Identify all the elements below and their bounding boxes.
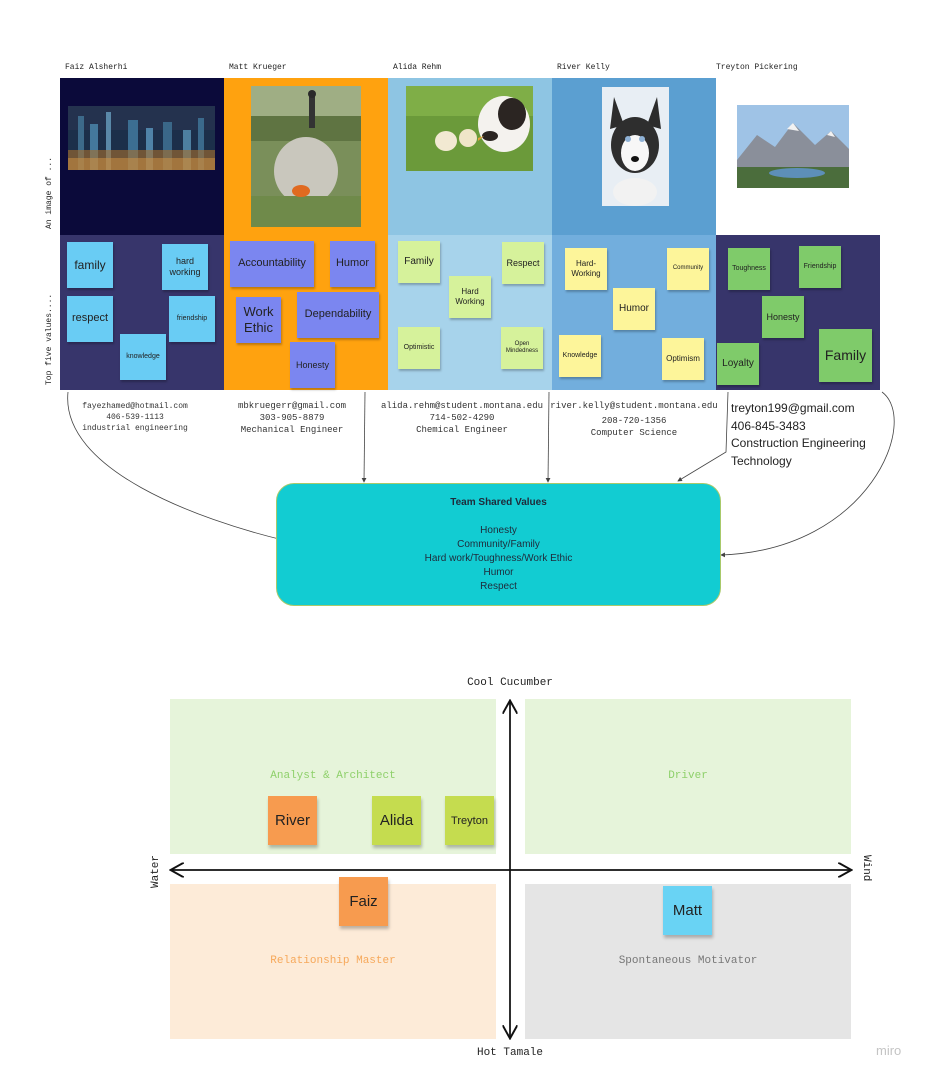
value-note[interactable]: family [67, 242, 113, 288]
value-note[interactable]: Optimistic [398, 327, 440, 369]
member-name-alida: Alida Rehm [393, 63, 442, 72]
image-cell-river [552, 78, 716, 235]
quadrant-label-br: Spontaneous Motivator [618, 955, 758, 967]
value-note[interactable]: Community [667, 248, 709, 290]
value-note[interactable]: Honesty [762, 296, 804, 338]
image-cell-treyton [716, 78, 880, 235]
email[interactable]: treyton199@gmail.com [731, 401, 855, 415]
image-cell-alida [388, 78, 552, 235]
phone: 714-502-4290 [429, 413, 495, 423]
value-note[interactable]: Loyalty [717, 343, 759, 385]
person-note-river[interactable]: River [268, 796, 317, 845]
mountain-landscape-image[interactable] [737, 105, 849, 188]
value-note[interactable]: Toughness [728, 248, 770, 290]
connector-arrows [67, 391, 895, 558]
email[interactable]: fayezhamed@hotmail.com [82, 402, 188, 411]
value-note[interactable]: Honesty [290, 342, 335, 388]
quadrant-label-tr: Driver [668, 770, 708, 782]
member-name-river: River Kelly [557, 63, 610, 72]
value-note[interactable]: Knowledge [559, 335, 601, 377]
value-note[interactable]: Respect [502, 242, 544, 284]
team-shared-values-box[interactable]: Team Shared Values Honesty Community/Fam… [276, 483, 721, 606]
value-note[interactable]: respect [67, 296, 113, 342]
quadrant-relationship-master [170, 884, 496, 1039]
value-note[interactable]: Family [819, 329, 872, 382]
dog-with-chicks-image[interactable] [406, 86, 533, 171]
image-cell-matt [224, 78, 388, 235]
image-cell-faiz [60, 78, 224, 235]
email[interactable]: river.kelly@student.montana.edu [550, 401, 718, 411]
axis-label-bottom: Hot Tamale [476, 1047, 543, 1059]
value-note[interactable]: Family [398, 241, 440, 283]
phone: 208-720-1356 [601, 416, 667, 426]
contact-alida: alida.rehm@student.montana.edu 714-502-4… [377, 400, 547, 436]
value-note[interactable]: Hard-Working [565, 248, 607, 290]
value-note[interactable]: Humor [330, 241, 375, 287]
value-note[interactable]: friendship [169, 296, 215, 342]
person-note-matt[interactable]: Matt [663, 886, 712, 935]
matrix-axes [160, 690, 860, 1050]
axis-label-left: Water [150, 854, 162, 888]
miro-watermark: miro [876, 1043, 902, 1058]
values-cell-treyton: Toughness Friendship Honesty Loyalty Fam… [716, 235, 880, 390]
email[interactable]: mbkruegerr@gmail.com [237, 401, 347, 411]
value-note[interactable]: Open Mindedness [501, 327, 543, 369]
phone: 406-845-3483 [731, 418, 806, 433]
value-note[interactable]: Accountability [230, 241, 314, 287]
quadrant-label-tl: Analyst & Architect [270, 770, 396, 782]
values-cell-river: Hard-Working Community Humor Knowledge O… [552, 235, 716, 390]
person-note-alida[interactable]: Alida [372, 796, 421, 845]
person-note-treyton[interactable]: Treyton [445, 796, 494, 845]
contact-faiz: fayezhamed@hotmail.com 406-539-1113 indu… [60, 401, 210, 434]
email[interactable]: alida.rehm@student.montana.edu [380, 401, 544, 411]
shared-value-item: Respect [480, 581, 517, 592]
quadrant-label-bl: Relationship Master [270, 955, 396, 967]
member-name-treyton: Treyton Pickering [716, 63, 798, 72]
value-note[interactable]: knowledge [120, 334, 166, 380]
major: Mechanical Engineer [240, 425, 344, 435]
value-note[interactable]: Optimism [662, 338, 704, 380]
phone: 406-539-1113 [106, 413, 164, 422]
member-name-matt: Matt Krueger [229, 63, 287, 72]
value-note[interactable]: Hard Working [449, 276, 491, 318]
shared-values-title: Team Shared Values [450, 497, 547, 508]
contact-matt: mbkruegerr@gmail.com 303-905-8879 Mechan… [222, 400, 362, 436]
value-note[interactable]: Humor [613, 288, 655, 330]
person-on-rock-image[interactable] [251, 86, 361, 227]
value-note[interactable]: Friendship [799, 246, 841, 288]
value-note[interactable]: hard working [162, 244, 208, 290]
values-cell-alida: Family Respect Hard Working Optimistic O… [388, 235, 552, 390]
city-skyline-image[interactable] [68, 106, 215, 170]
value-note[interactable]: Dependability [297, 292, 379, 338]
shared-value-item: Honesty [480, 525, 517, 536]
person-note-faiz[interactable]: Faiz [339, 877, 388, 926]
major: Chemical Engineer [416, 425, 508, 435]
contact-treyton: treyton199@gmail.com 406-845-3483 Constr… [731, 400, 891, 470]
major: industrial engineering [82, 424, 188, 433]
shared-value-item: Humor [483, 567, 514, 578]
contact-river: river.kelly@student.montana.edu 208-720-… [548, 400, 720, 439]
values-cell-faiz: family hard working respect friendship k… [60, 235, 224, 390]
husky-in-snow-image[interactable] [602, 87, 669, 206]
values-cell-matt: Accountability Humor Work Ethic Dependab… [224, 235, 388, 390]
quadrant-analyst-architect [170, 699, 496, 854]
phone: 303-905-8879 [259, 413, 325, 423]
quadrant-driver [525, 699, 851, 854]
member-name-faiz: Faiz Alsherhi [65, 63, 128, 72]
axis-label-right: Wind [860, 855, 872, 882]
axis-label-top: Cool Cucumber [467, 677, 553, 689]
value-note[interactable]: Work Ethic [236, 297, 281, 343]
shared-value-item: Community/Family [457, 539, 540, 550]
major: Construction Engineering Technology [731, 436, 866, 468]
shared-value-item: Hard work/Toughness/Work Ethic [424, 553, 573, 564]
major: Computer Science [590, 428, 678, 438]
